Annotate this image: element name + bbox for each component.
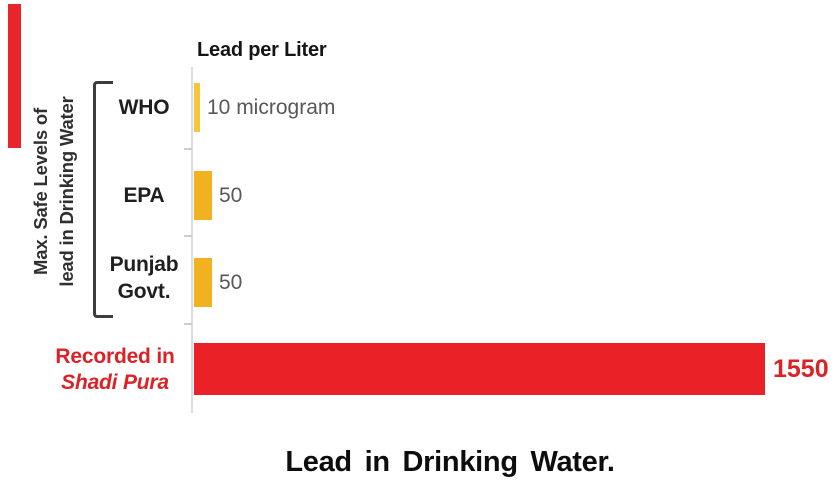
bar-who [194,83,200,132]
axis-tick [184,235,192,237]
side-rotated-label: Max. Safe Levels of lead in Drinking Wat… [28,65,82,318]
category-label-who: WHO [118,96,170,119]
axis-tick [184,148,192,150]
category-label-recorded: Recorded in Shadi Pura [42,344,188,396]
value-label-who: 10 microgram [207,95,336,119]
category-label-punjab-line1: Punjab [109,253,179,276]
bar-punjab [194,258,212,307]
bar-row-punjab: 50 [194,258,242,307]
chart-title: Lead in Drinking Water. [285,446,615,478]
category-label-punjab-line2: Govt. [117,280,171,303]
left-red-stripe-decoration [8,4,21,148]
side-label-line1: Max. Safe Levels of [30,108,51,275]
axis-header-label: Lead per Liter [197,39,327,61]
axis-line [191,67,193,413]
bar-row-recorded: 1550 [194,343,829,395]
category-label-epa: EPA [123,184,165,207]
category-label-recorded-line1: Recorded in [55,345,175,368]
category-label-recorded-line2: Shadi Pura [61,371,169,394]
safe-levels-bracket [93,81,113,318]
bar-epa [194,171,212,220]
value-label-punjab: 50 [219,270,243,294]
side-label-line2: lead in Drinking Water [56,96,77,287]
value-label-epa: 50 [219,183,243,207]
value-label-recorded: 1550 [773,354,829,383]
bar-row-epa: 50 [194,171,242,220]
bar-row-who: 10 microgram [194,83,335,132]
bar-recorded [194,343,765,395]
axis-tick [184,323,192,325]
category-label-punjab: Punjab Govt. [100,251,188,305]
